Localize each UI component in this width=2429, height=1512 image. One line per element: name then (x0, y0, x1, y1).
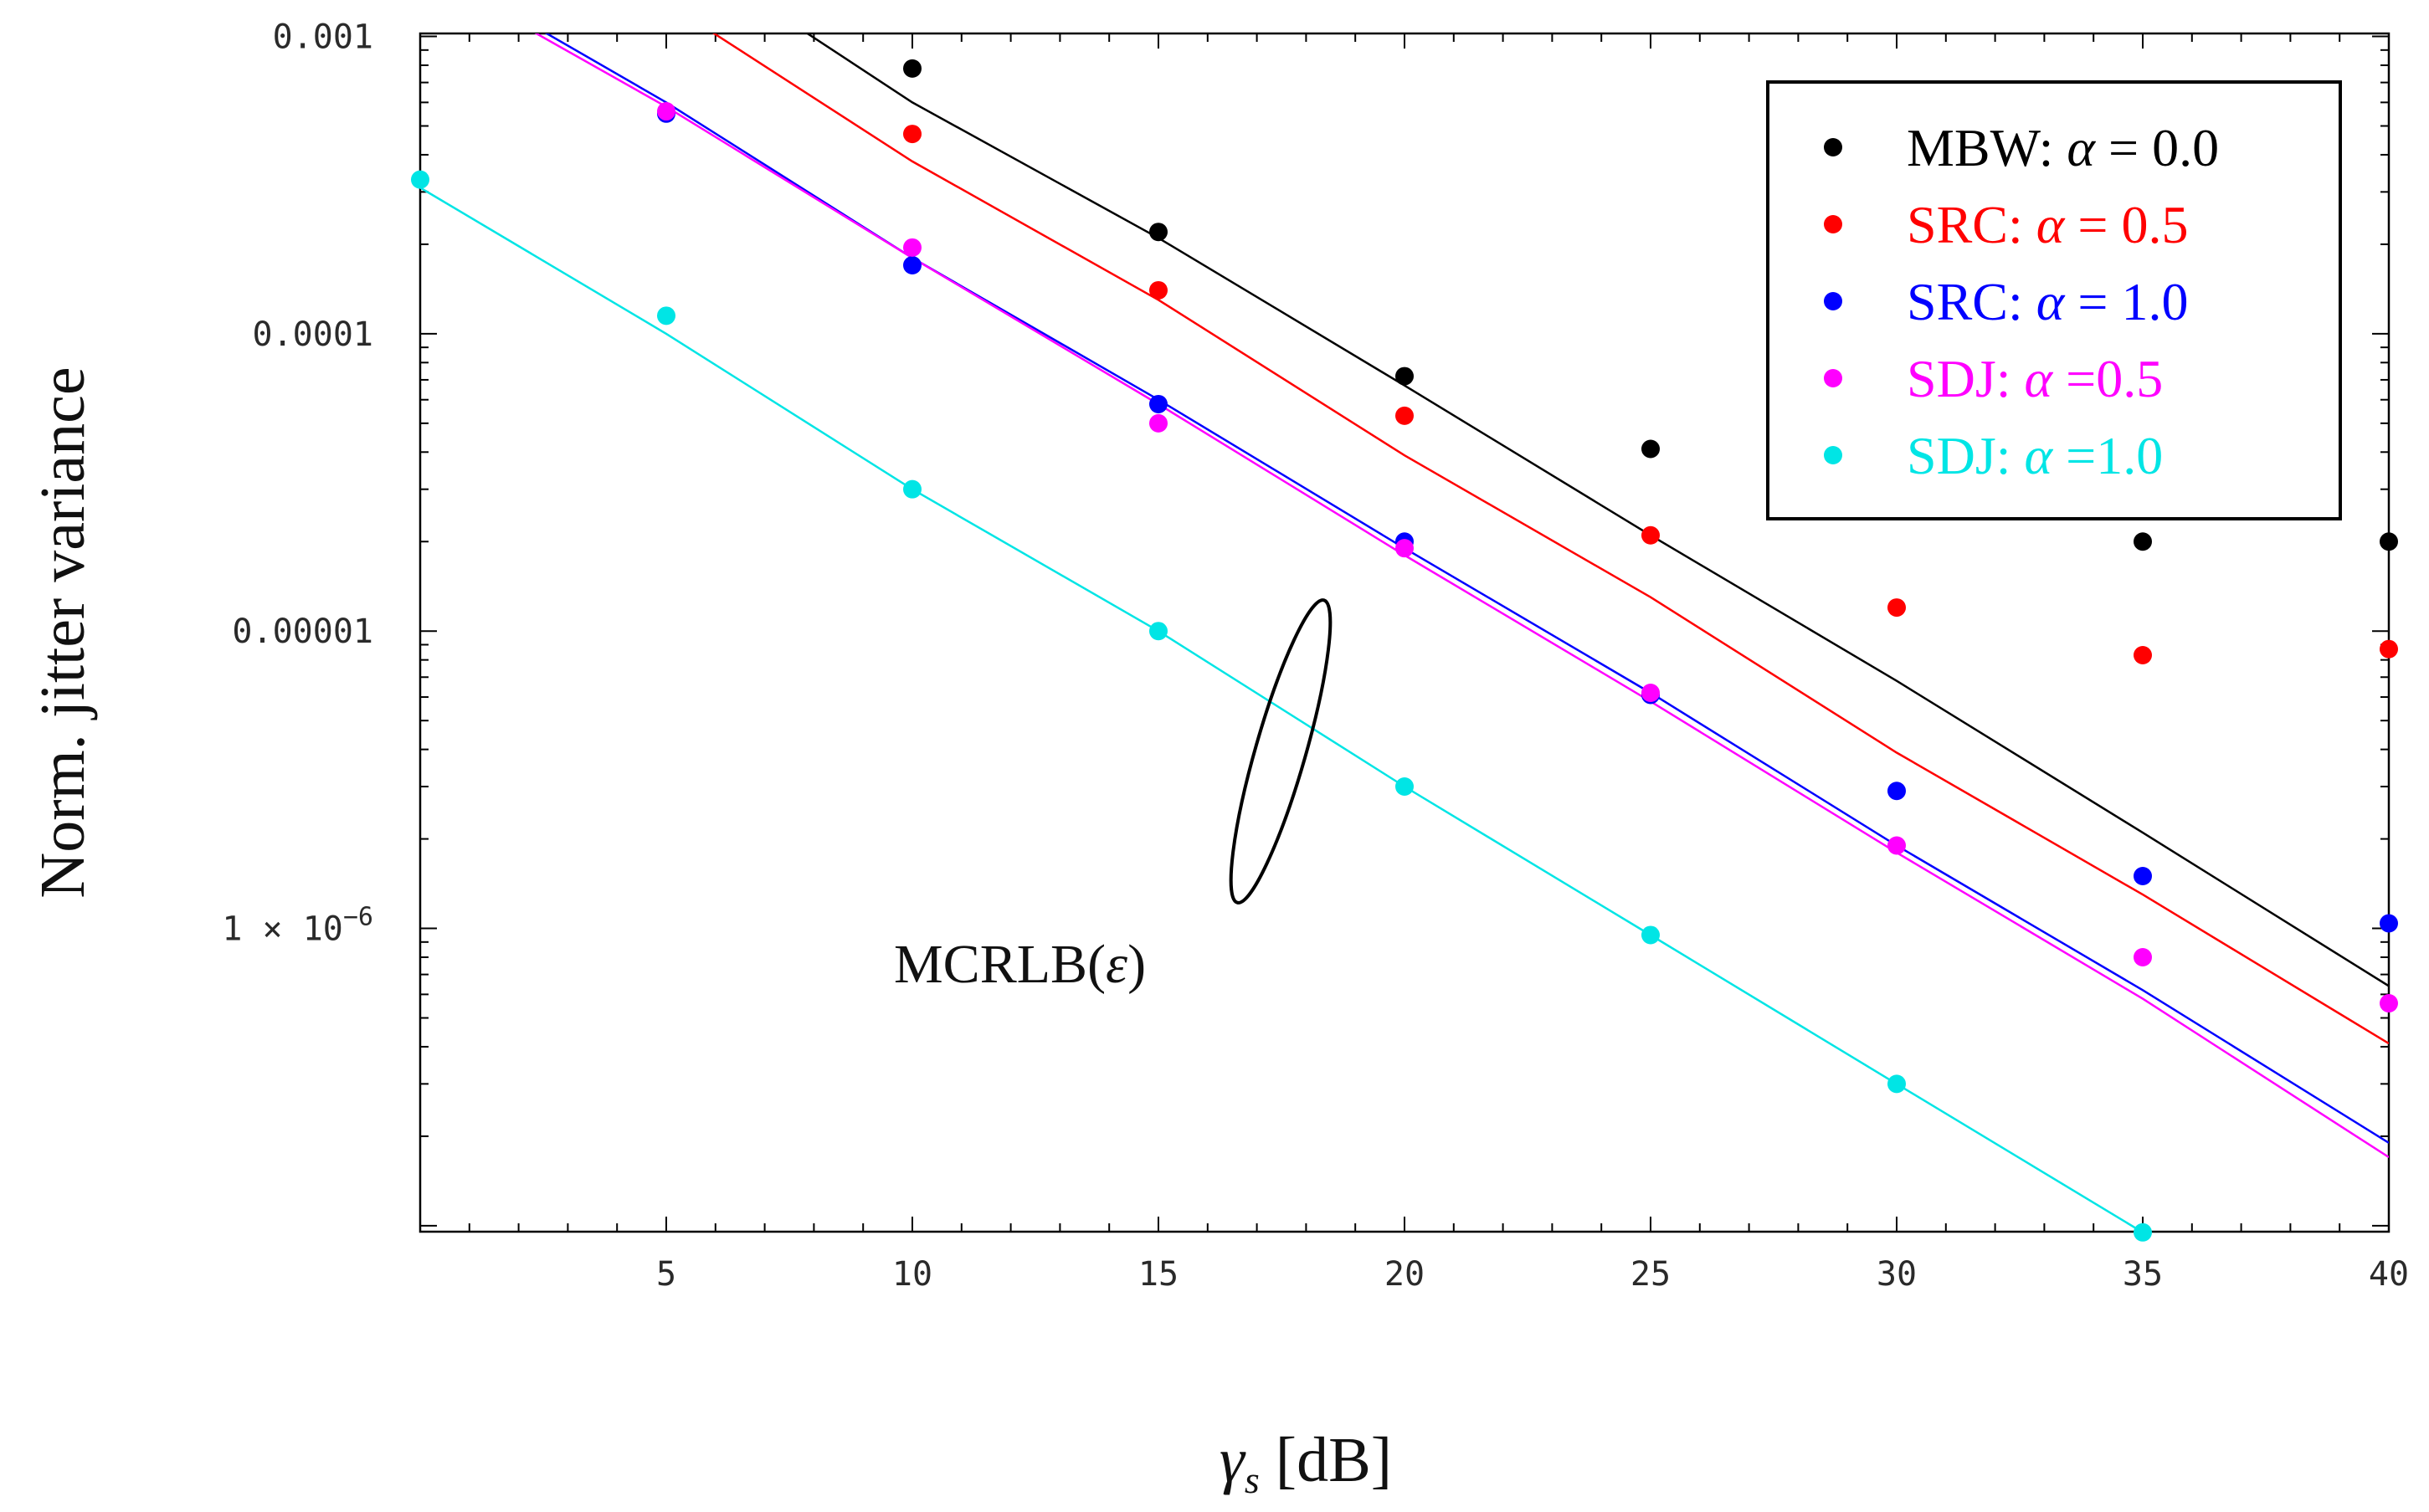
legend-label-3: SDJ: α =0.5 (1907, 349, 2163, 408)
y-tick-label: 0.00001 (232, 612, 373, 651)
legend-label-2: SRC: α = 1.0 (1907, 272, 2188, 331)
data-point-3 (1641, 683, 1660, 702)
bound-line-4 (420, 187, 2144, 1232)
data-point-3 (903, 238, 922, 257)
data-point-3 (2134, 947, 2152, 966)
data-point-0 (2380, 532, 2398, 551)
data-point-2 (1149, 394, 1168, 413)
x-tick-label: 25 (1630, 1255, 1671, 1294)
x-tick-label: 40 (2369, 1255, 2409, 1294)
data-point-1 (1395, 406, 1414, 425)
legend-box (1766, 80, 2342, 520)
data-point-4 (2134, 1222, 2152, 1242)
mcrlb-ellipse (1229, 598, 1333, 905)
legend-marker-3 (1824, 369, 1842, 387)
data-point-2 (903, 256, 922, 275)
data-point-4 (657, 306, 675, 325)
legend-entries: MBW: α = 0.0 SRC: α = 0.5 SRC: α = 1.0 SDJ:… (1824, 118, 2219, 485)
x-axis-title-unit: [dB] (1260, 1425, 1392, 1495)
bound-line-0 (805, 33, 2389, 987)
data-point-1 (2134, 645, 2152, 664)
y-tick-label: 1 × 10−6 (222, 903, 373, 949)
legend-label-0: MBW: α = 0.0 (1907, 118, 2219, 177)
data-point-3 (1395, 539, 1414, 558)
x-axis-title-gamma: γ (1220, 1425, 1246, 1495)
data-point-1 (1641, 525, 1660, 545)
legend-marker-4 (1824, 446, 1842, 464)
data-point-2 (2380, 914, 2398, 933)
data-point-2 (2134, 866, 2152, 885)
data-point-4 (1395, 777, 1414, 797)
bound-line-1 (711, 33, 2389, 1045)
data-point-0 (1641, 439, 1660, 459)
data-point-4 (1149, 622, 1168, 641)
data-points (411, 59, 2398, 1242)
x-tick-label: 15 (1138, 1255, 1179, 1294)
data-point-1 (2380, 639, 2398, 659)
data-point-4 (411, 170, 429, 189)
legend-marker-1 (1824, 215, 1842, 233)
legend-label-1: SRC: α = 0.5 (1907, 195, 2188, 254)
y-axis-title: Norm. jitter variance (28, 366, 98, 898)
data-point-3 (1149, 413, 1168, 433)
legend-label-4: SDJ: α =1.0 (1907, 426, 2163, 485)
data-point-3 (2380, 994, 2398, 1013)
x-axis-title: γs [dB] (1220, 1425, 1392, 1501)
data-point-2 (1887, 782, 1906, 801)
data-point-0 (1395, 366, 1414, 386)
x-tick-label: 30 (1877, 1255, 1917, 1294)
legend-marker-2 (1824, 292, 1842, 310)
y-tick-label: 0.0001 (253, 315, 374, 354)
x-tick-label: 20 (1384, 1255, 1425, 1294)
legend: MBW: α = 0.0 SRC: α = 0.5 SRC: α = 1.0 SDJ:… (1766, 80, 2342, 520)
y-tick-label: 0.001 (273, 18, 373, 57)
mcrlb-prefix: MCRLB( (894, 934, 1106, 995)
data-point-0 (2134, 532, 2152, 551)
x-tick-label: 10 (892, 1255, 932, 1294)
data-point-3 (657, 102, 675, 121)
mcrlb-epsilon: ε (1106, 934, 1127, 995)
x-axis-title-sub: s (1245, 1458, 1260, 1501)
data-point-1 (1149, 280, 1168, 300)
data-point-1 (1887, 598, 1906, 618)
mcrlb-annotation: MCRLB(ε) (894, 934, 1146, 995)
mcrlb-suffix: ) (1127, 934, 1146, 995)
data-point-0 (903, 59, 922, 78)
data-point-1 (903, 125, 922, 144)
data-point-4 (1887, 1074, 1906, 1094)
data-point-3 (1887, 836, 1906, 855)
legend-marker-0 (1824, 138, 1842, 156)
x-tick-label: 35 (2123, 1255, 2163, 1294)
data-point-4 (903, 479, 922, 499)
data-point-4 (1641, 925, 1660, 945)
x-tick-label: 5 (656, 1255, 676, 1294)
data-point-0 (1149, 223, 1168, 242)
